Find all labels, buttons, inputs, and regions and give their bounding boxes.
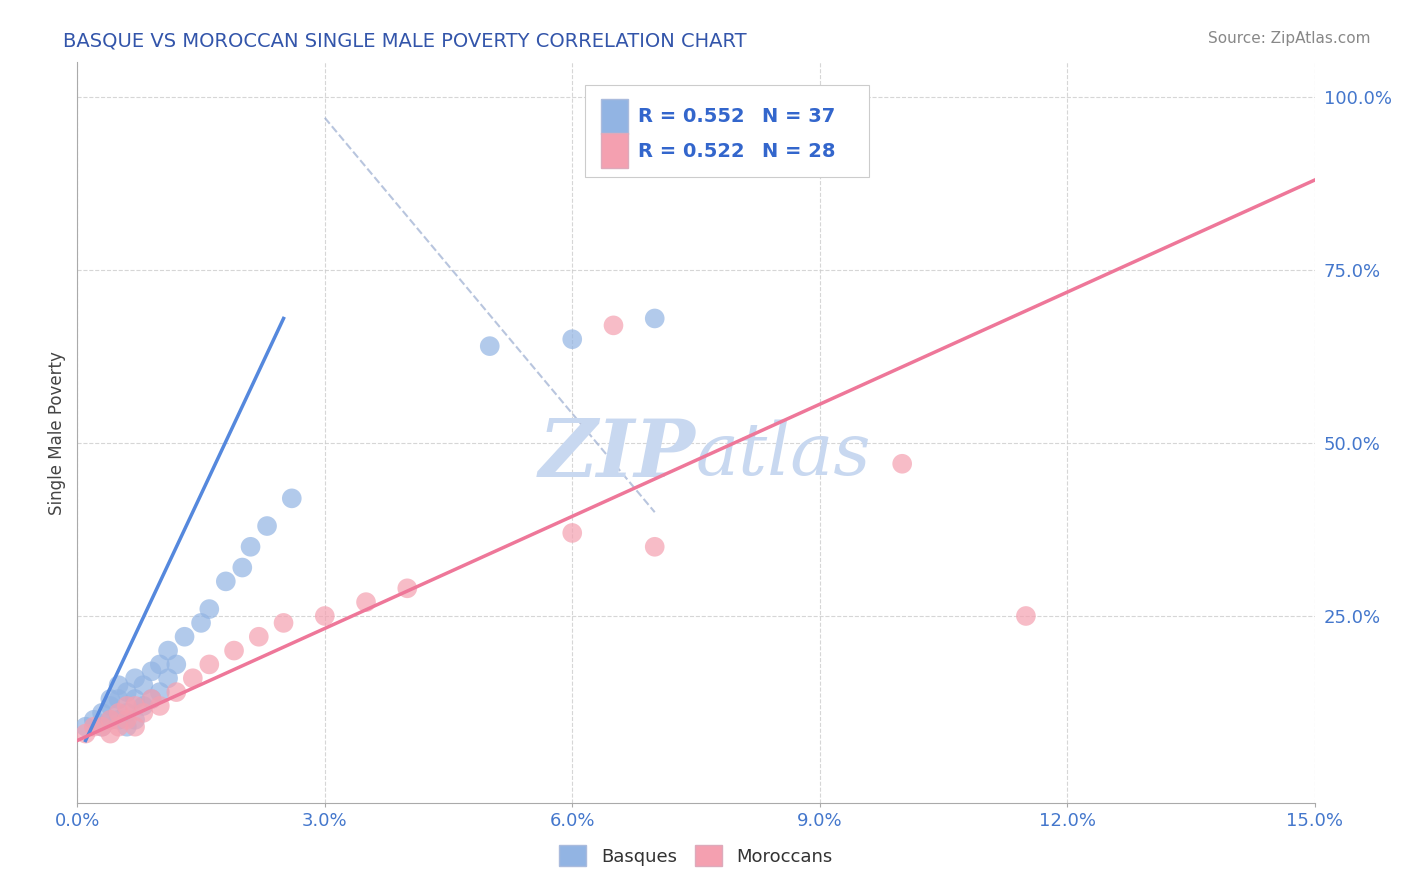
Point bbox=[222, 643, 245, 657]
Point bbox=[115, 685, 138, 699]
Point bbox=[124, 720, 146, 734]
Text: R = 0.522: R = 0.522 bbox=[638, 142, 744, 161]
Text: BASQUE VS MOROCCAN SINGLE MALE POVERTY CORRELATION CHART: BASQUE VS MOROCCAN SINGLE MALE POVERTY C… bbox=[63, 31, 747, 50]
Point bbox=[561, 332, 583, 346]
Point bbox=[314, 609, 336, 624]
Point bbox=[396, 582, 419, 596]
Point bbox=[157, 643, 180, 657]
Point bbox=[256, 519, 278, 533]
Point bbox=[115, 720, 138, 734]
Point bbox=[124, 713, 146, 727]
Point bbox=[173, 630, 195, 644]
Point bbox=[190, 615, 212, 630]
Point bbox=[141, 665, 163, 679]
Point bbox=[231, 560, 253, 574]
Point bbox=[75, 726, 97, 740]
Point bbox=[107, 720, 129, 734]
Point bbox=[91, 706, 114, 720]
Point bbox=[98, 713, 121, 727]
Text: Source: ZipAtlas.com: Source: ZipAtlas.com bbox=[1208, 31, 1371, 46]
Point bbox=[98, 726, 121, 740]
Y-axis label: Single Male Poverty: Single Male Poverty bbox=[48, 351, 66, 515]
Point bbox=[124, 671, 146, 685]
Point bbox=[149, 657, 172, 672]
Point bbox=[115, 698, 138, 713]
Point bbox=[132, 678, 155, 692]
Point bbox=[165, 685, 187, 699]
Point bbox=[91, 720, 114, 734]
Point bbox=[239, 540, 262, 554]
Point bbox=[1015, 609, 1038, 624]
Point bbox=[91, 720, 114, 734]
Text: N = 28: N = 28 bbox=[762, 142, 835, 161]
Point bbox=[354, 595, 377, 609]
Point bbox=[561, 525, 583, 540]
Point bbox=[98, 692, 121, 706]
Point bbox=[98, 698, 121, 713]
Point bbox=[141, 692, 163, 706]
Point bbox=[107, 692, 129, 706]
Point bbox=[215, 574, 238, 589]
Point bbox=[165, 657, 187, 672]
Text: N = 37: N = 37 bbox=[762, 107, 835, 126]
Point bbox=[198, 602, 221, 616]
Text: R = 0.552: R = 0.552 bbox=[638, 107, 744, 126]
Point bbox=[107, 713, 129, 727]
Point bbox=[157, 671, 180, 685]
Point bbox=[685, 125, 707, 139]
Point bbox=[273, 615, 295, 630]
Point bbox=[115, 713, 138, 727]
Point bbox=[98, 713, 121, 727]
Point bbox=[75, 720, 97, 734]
Point bbox=[247, 630, 270, 644]
Legend: Basques, Moroccans: Basques, Moroccans bbox=[550, 837, 842, 875]
Point bbox=[132, 698, 155, 713]
Point bbox=[149, 698, 172, 713]
FancyBboxPatch shape bbox=[600, 133, 628, 169]
Point bbox=[602, 318, 624, 333]
FancyBboxPatch shape bbox=[600, 99, 628, 135]
Point bbox=[107, 678, 129, 692]
Point bbox=[132, 706, 155, 720]
Point bbox=[198, 657, 221, 672]
Point bbox=[124, 698, 146, 713]
Point bbox=[478, 339, 501, 353]
Point bbox=[644, 311, 666, 326]
Text: ZIP: ZIP bbox=[538, 416, 696, 493]
Point bbox=[644, 540, 666, 554]
Point bbox=[83, 713, 105, 727]
Point bbox=[891, 457, 914, 471]
Point bbox=[281, 491, 304, 506]
Point bbox=[124, 692, 146, 706]
Text: atlas: atlas bbox=[696, 419, 872, 490]
Point bbox=[141, 692, 163, 706]
Point bbox=[83, 720, 105, 734]
FancyBboxPatch shape bbox=[585, 85, 869, 178]
Point bbox=[107, 706, 129, 720]
Point bbox=[149, 685, 172, 699]
Point bbox=[115, 706, 138, 720]
Point bbox=[181, 671, 204, 685]
